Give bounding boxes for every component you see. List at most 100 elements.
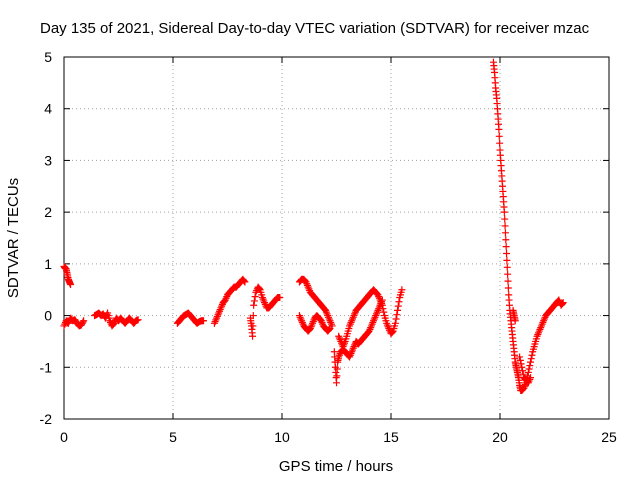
data-point [322, 308, 330, 316]
data-point [375, 293, 383, 301]
data-point [323, 310, 331, 318]
data-point [305, 285, 313, 293]
data-point [346, 320, 354, 328]
data-point [333, 379, 340, 387]
data-point [303, 281, 311, 289]
data-point [504, 270, 512, 278]
plot-frame [63, 56, 610, 420]
data-point [255, 284, 263, 292]
data-point [261, 299, 269, 307]
data-point [214, 311, 222, 319]
data-point [391, 319, 399, 327]
data-point [521, 382, 529, 390]
data-point [495, 132, 503, 140]
data-point [317, 317, 325, 325]
data-point [258, 293, 266, 301]
data-point [374, 306, 382, 314]
data-point [215, 309, 223, 317]
data-point [537, 322, 545, 330]
y-tick-label: 1 [44, 256, 52, 272]
y-tick-label: 4 [44, 101, 52, 117]
data-point [378, 300, 386, 308]
data-point [249, 322, 257, 330]
data-point [351, 310, 359, 318]
data-point [297, 315, 305, 323]
data-point [540, 317, 548, 325]
data-point [67, 281, 75, 289]
data-point [308, 321, 316, 329]
data-point [383, 319, 391, 327]
data-point [539, 318, 547, 326]
data-point [348, 315, 356, 323]
x-tick-label: 5 [169, 429, 177, 445]
data-point [558, 300, 566, 308]
x-tick-label: 10 [274, 429, 290, 445]
data-point [377, 298, 385, 306]
data-point [369, 318, 377, 326]
x-tick-label: 20 [492, 429, 508, 445]
data-point [276, 293, 284, 301]
data-point [526, 375, 534, 383]
data-point [525, 377, 533, 385]
data-point [249, 332, 257, 340]
data-point [64, 319, 72, 327]
data-point [249, 312, 257, 320]
data-point [298, 318, 306, 326]
data-point [340, 341, 348, 349]
data-point [222, 294, 230, 302]
data-point [304, 283, 312, 291]
data-point [535, 329, 543, 337]
data-point [221, 296, 229, 304]
data-point [80, 317, 88, 325]
data-point [504, 277, 512, 285]
data-point [378, 301, 386, 309]
data-point [517, 360, 525, 368]
data-point [370, 317, 378, 325]
data-point [398, 286, 406, 294]
data-point [368, 320, 376, 328]
data-point [348, 317, 356, 325]
data-point [60, 322, 68, 330]
data-point [79, 318, 87, 326]
data-point [335, 332, 343, 340]
data-point [518, 363, 526, 371]
data-point [327, 318, 335, 326]
data-point [295, 312, 303, 320]
data-point [392, 315, 400, 323]
data-point [241, 278, 249, 286]
y-tick-label: -1 [40, 359, 53, 375]
data-point [251, 293, 259, 301]
data-point [559, 299, 567, 307]
data-point [347, 318, 355, 326]
x-axis-label: GPS time / hours [279, 458, 393, 475]
data-point [511, 317, 519, 325]
y-tick-label: 3 [44, 152, 52, 168]
data-point [296, 313, 304, 321]
data-point [537, 324, 545, 332]
data-point [250, 301, 258, 309]
data-point [372, 310, 380, 318]
data-point [524, 379, 532, 387]
data-point [134, 316, 142, 324]
data-point [540, 315, 548, 323]
data-point [260, 297, 268, 305]
data-point [200, 317, 208, 325]
data-point [210, 319, 218, 327]
data-point [240, 277, 248, 285]
data-point [371, 313, 379, 321]
data-point [516, 356, 524, 364]
data-point [501, 222, 509, 230]
data-point [496, 139, 504, 147]
data-point [365, 327, 373, 335]
data-point [213, 314, 221, 322]
data-point [503, 256, 511, 264]
data-point [309, 319, 317, 327]
data-point [350, 343, 358, 351]
data-point [306, 325, 314, 332]
data-point [325, 313, 333, 321]
data-point [394, 302, 402, 310]
data-point [346, 351, 354, 359]
data-point [335, 353, 343, 361]
data-point [395, 298, 403, 306]
data-point [535, 327, 543, 335]
